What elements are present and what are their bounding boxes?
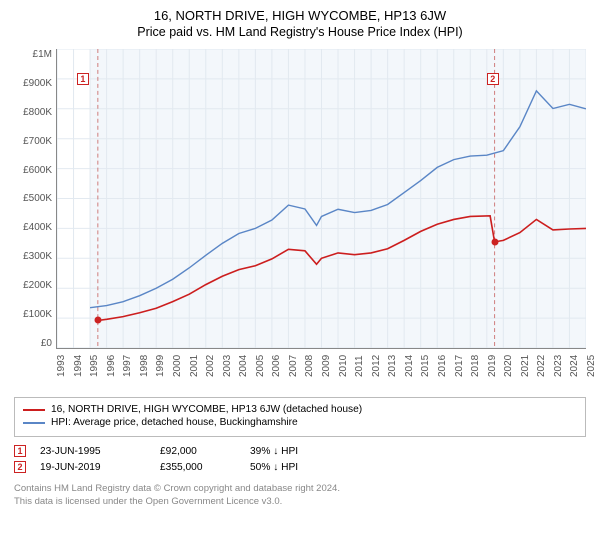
chart-container: 16, NORTH DRIVE, HIGH WYCOMBE, HP13 6JW … (0, 0, 600, 517)
y-tick-label: £800K (14, 107, 52, 118)
sale-row: 2 19-JUN-2019£355,00050% ↓ HPI (14, 461, 586, 473)
sale-marker: 2 (14, 461, 26, 473)
sale-price: £92,000 (160, 446, 250, 457)
x-tick-label: 2001 (189, 355, 200, 377)
x-tick-label: 2021 (520, 355, 531, 377)
x-tick-label: 1993 (56, 355, 67, 377)
x-tick-label: 2015 (420, 355, 431, 377)
x-tick-label: 2014 (404, 355, 415, 377)
legend-row: 16, NORTH DRIVE, HIGH WYCOMBE, HP13 6JW … (23, 404, 577, 415)
x-tick-label: 1995 (89, 355, 100, 377)
sale-vs-hpi: 39% ↓ HPI (250, 446, 360, 457)
footnote-line-1: Contains HM Land Registry data © Crown c… (14, 483, 586, 496)
x-tick-label: 2009 (321, 355, 332, 377)
sale-row: 1 23-JUN-1995£92,00039% ↓ HPI (14, 445, 586, 457)
x-tick-label: 1997 (122, 355, 133, 377)
x-tick-label: 2003 (222, 355, 233, 377)
sale-marker-box: 1 (77, 73, 89, 85)
legend-label: 16, NORTH DRIVE, HIGH WYCOMBE, HP13 6JW … (51, 404, 362, 415)
y-tick-label: £300K (14, 251, 52, 262)
sale-vs-hpi: 50% ↓ HPI (250, 462, 360, 473)
x-tick-label: 1996 (106, 355, 117, 377)
legend: 16, NORTH DRIVE, HIGH WYCOMBE, HP13 6JW … (14, 397, 586, 437)
x-tick-label: 1999 (155, 355, 166, 377)
x-tick-label: 2011 (354, 355, 365, 377)
x-tick-label: 2000 (172, 355, 183, 377)
sales-table: 1 23-JUN-1995£92,00039% ↓ HPI 2 19-JUN-2019… (14, 445, 586, 473)
x-tick-label: 2023 (553, 355, 564, 377)
legend-row: HPI: Average price, detached house, Buck… (23, 417, 577, 428)
legend-swatch (23, 422, 45, 424)
footnote: Contains HM Land Registry data © Crown c… (14, 483, 586, 509)
x-tick-label: 2022 (536, 355, 547, 377)
plot-svg (57, 49, 586, 348)
x-tick-label: 2018 (470, 355, 481, 377)
x-tick-label: 2006 (271, 355, 282, 377)
x-tick-label: 1994 (73, 355, 84, 377)
sale-price: £355,000 (160, 462, 250, 473)
x-tick-label: 2024 (569, 355, 580, 377)
legend-label: HPI: Average price, detached house, Buck… (51, 417, 298, 428)
sale-marker: 1 (14, 445, 26, 457)
y-axis: £1M £900K £800K £700K £600K £500K £400K £300K £2… (14, 49, 56, 349)
y-tick-label: £700K (14, 136, 52, 147)
y-tick-label: £0 (14, 338, 52, 349)
x-tick-label: 1998 (139, 355, 150, 377)
chart-subtitle: Price paid vs. HM Land Registry's House … (14, 25, 586, 39)
legend-swatch (23, 409, 45, 411)
x-tick-label: 2017 (454, 355, 465, 377)
sale-dot (491, 238, 498, 245)
y-tick-label: £1M (14, 49, 52, 60)
footnote-line-2: This data is licensed under the Open Gov… (14, 496, 586, 509)
x-tick-label: 2019 (487, 355, 498, 377)
y-tick-label: £100K (14, 309, 52, 320)
sale-date: 23-JUN-1995 (40, 446, 160, 457)
x-tick-label: 2004 (238, 355, 249, 377)
sale-dot (94, 317, 101, 324)
x-axis: 1993 1994 1995 1996 1997 1998 1999 2000 2001 2002… (56, 351, 586, 389)
x-tick-label: 2016 (437, 355, 448, 377)
chart-row: £1M £900K £800K £700K £600K £500K £400K £300K £2… (14, 49, 586, 349)
x-tick-label: 2020 (503, 355, 514, 377)
x-tick-label: 2005 (255, 355, 266, 377)
y-tick-label: £600K (14, 165, 52, 176)
x-tick-label: 2025 (586, 355, 597, 377)
x-tick-label: 2013 (387, 355, 398, 377)
x-tick-label: 2010 (338, 355, 349, 377)
x-tick-label: 2002 (205, 355, 216, 377)
plot-area: 12 (56, 49, 586, 349)
sale-date: 19-JUN-2019 (40, 462, 160, 473)
y-tick-label: £200K (14, 280, 52, 291)
y-tick-label: £900K (14, 78, 52, 89)
x-tick-label: 2012 (371, 355, 382, 377)
x-tick-label: 2007 (288, 355, 299, 377)
x-tick-label: 2008 (304, 355, 315, 377)
y-tick-label: £400K (14, 222, 52, 233)
y-tick-label: £500K (14, 193, 52, 204)
chart-title: 16, NORTH DRIVE, HIGH WYCOMBE, HP13 6JW (14, 8, 586, 23)
sale-marker-box: 2 (487, 73, 499, 85)
